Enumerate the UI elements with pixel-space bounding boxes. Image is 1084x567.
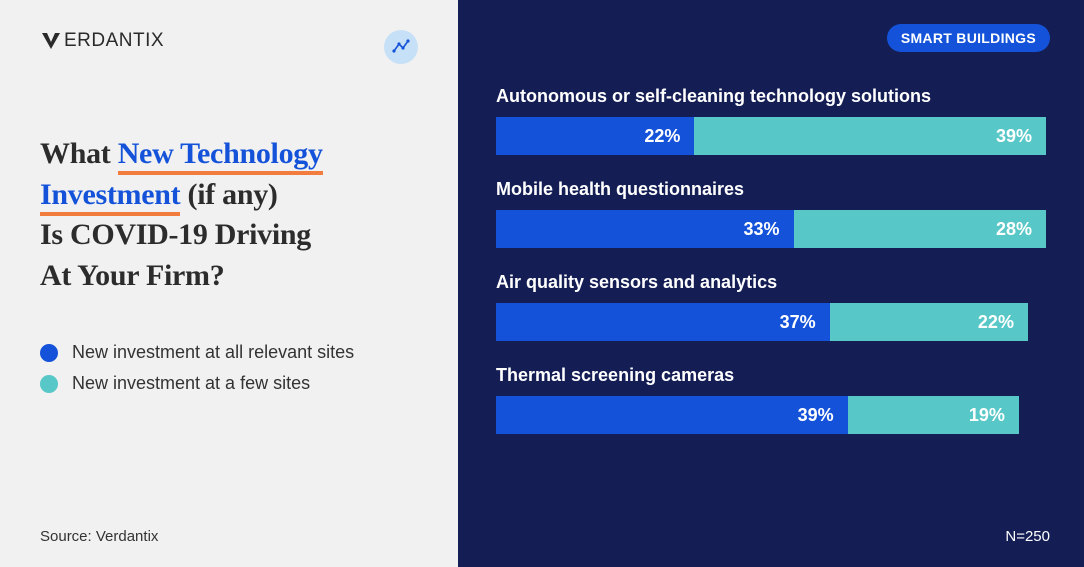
sample-size: N=250	[1005, 528, 1050, 545]
legend-label: New investment at all relevant sites	[72, 342, 354, 363]
brand-row: ERDANTIX	[40, 30, 418, 64]
category-badge: SMART BUILDINGS	[887, 24, 1050, 52]
bar-segment-all-sites: 37%	[496, 303, 830, 341]
title-l1a: What	[40, 137, 118, 170]
bar-chart: Autonomous or self-cleaning technology s…	[496, 86, 1046, 434]
chart-row: Thermal screening cameras 39%19%	[496, 365, 1046, 434]
bar-segment-all-sites: 39%	[496, 396, 848, 434]
legend: New investment at all relevant sites New …	[40, 342, 418, 394]
chart-row: Mobile health questionnaires 33%28%	[496, 179, 1046, 248]
right-panel: SMART BUILDINGS Autonomous or self-clean…	[458, 0, 1084, 567]
chart-row: Autonomous or self-cleaning technology s…	[496, 86, 1046, 155]
stacked-bar: 33%28%	[496, 210, 1046, 248]
bar-segment-few-sites: 22%	[830, 303, 1028, 341]
left-panel: ERDANTIX What New Technology Investment …	[0, 0, 458, 567]
legend-swatch	[40, 344, 58, 362]
infographic-root: ERDANTIX What New Technology Investment …	[0, 0, 1084, 567]
chart-row-label: Thermal screening cameras	[496, 365, 1046, 386]
brand-v-icon	[40, 30, 62, 52]
title-l4: At Your Firm?	[40, 259, 224, 292]
stacked-bar: 37%22%	[496, 303, 1046, 341]
bar-segment-few-sites: 39%	[694, 117, 1046, 155]
brand-logo: ERDANTIX	[40, 30, 164, 52]
page-title: What New Technology Investment (if any) …	[40, 134, 418, 296]
chart-icon	[384, 30, 418, 64]
stacked-bar: 39%19%	[496, 396, 1046, 434]
chart-row-label: Mobile health questionnaires	[496, 179, 1046, 200]
bar-segment-all-sites: 33%	[496, 210, 794, 248]
brand-text: ERDANTIX	[64, 30, 164, 52]
legend-item: New investment at all relevant sites	[40, 342, 418, 363]
title-highlight-1: New Technology	[118, 137, 323, 175]
bar-segment-few-sites: 28%	[794, 210, 1046, 248]
legend-item: New investment at a few sites	[40, 373, 418, 394]
bar-segment-few-sites: 19%	[848, 396, 1019, 434]
chart-row: Air quality sensors and analytics 37%22%	[496, 272, 1046, 341]
title-l2b: (if any)	[180, 178, 277, 211]
legend-label: New investment at a few sites	[72, 373, 310, 394]
title-highlight-2: Investment	[40, 178, 180, 216]
chart-row-label: Air quality sensors and analytics	[496, 272, 1046, 293]
stacked-bar: 22%39%	[496, 117, 1046, 155]
source-text: Source: Verdantix	[40, 528, 158, 545]
title-l3: Is COVID-19 Driving	[40, 218, 311, 251]
bar-segment-all-sites: 22%	[496, 117, 694, 155]
chart-row-label: Autonomous or self-cleaning technology s…	[496, 86, 1046, 107]
legend-swatch	[40, 375, 58, 393]
trend-up-icon	[391, 37, 411, 57]
